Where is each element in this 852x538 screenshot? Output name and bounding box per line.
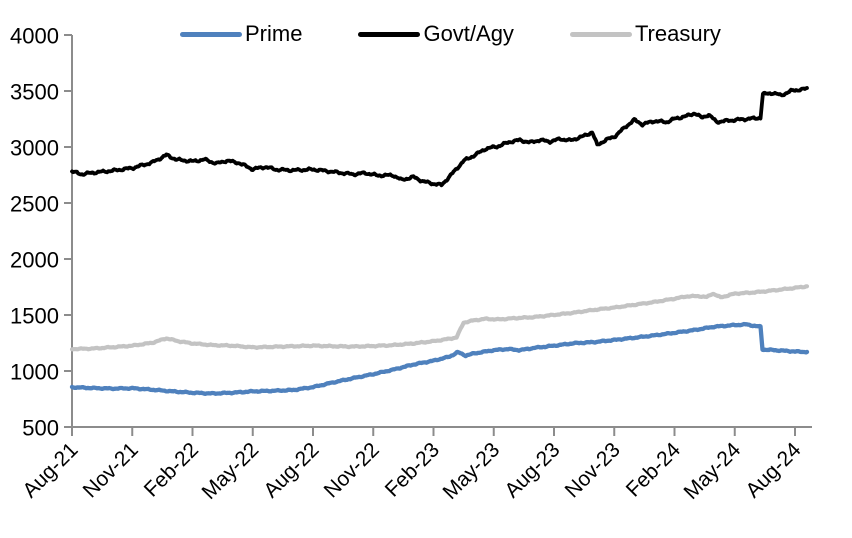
legend-label-govt-agy: Govt/Agy	[423, 21, 514, 46]
series-line-prime	[69, 321, 810, 396]
legend-item-govt-agy: Govt/Agy	[358, 21, 514, 46]
prime-line-swatch-icon	[180, 31, 242, 37]
x-tick-label: May-23	[439, 438, 505, 504]
series-line-treasury	[69, 284, 810, 352]
x-tick-label: Feb-23	[381, 438, 444, 501]
x-tick-label: Feb-22	[140, 438, 203, 501]
y-tick-label: 3000	[10, 136, 59, 161]
x-tick-label: Nov-23	[561, 438, 625, 502]
x-tick-label: Aug-23	[500, 438, 564, 502]
y-tick-label: 500	[22, 416, 59, 441]
y-tick-label: 3500	[10, 80, 59, 105]
y-tick-label: 2500	[10, 192, 59, 217]
x-tick-label: Aug-22	[259, 438, 323, 502]
legend-item-prime: Prime	[180, 23, 302, 45]
series-line-govt-agy	[70, 86, 809, 188]
y-tick-label: 1000	[10, 360, 59, 385]
y-tick-label: 1500	[10, 304, 59, 329]
x-tick-label: May-24	[680, 438, 746, 504]
govt-agy-line-swatch-icon	[358, 31, 421, 37]
x-tick-label: Aug-21	[18, 438, 82, 502]
legend-label-treasury: Treasury	[634, 21, 721, 46]
legend-item-treasury: Treasury	[569, 21, 721, 46]
x-tick-label: Nov-22	[320, 438, 384, 502]
treasury-line-swatch-icon	[569, 31, 632, 37]
legend-label-prime: Prime	[245, 21, 303, 46]
chart-legend: Prime Govt/Agy Treasury	[180, 23, 721, 45]
y-tick-label: 2000	[10, 248, 59, 273]
x-tick-label: Feb-24	[622, 438, 686, 502]
x-tick-label: Aug-24	[741, 438, 805, 502]
x-tick-label: May-22	[198, 438, 264, 504]
y-tick-label: 4000	[10, 24, 59, 49]
x-tick-label: Nov-21	[79, 438, 143, 502]
